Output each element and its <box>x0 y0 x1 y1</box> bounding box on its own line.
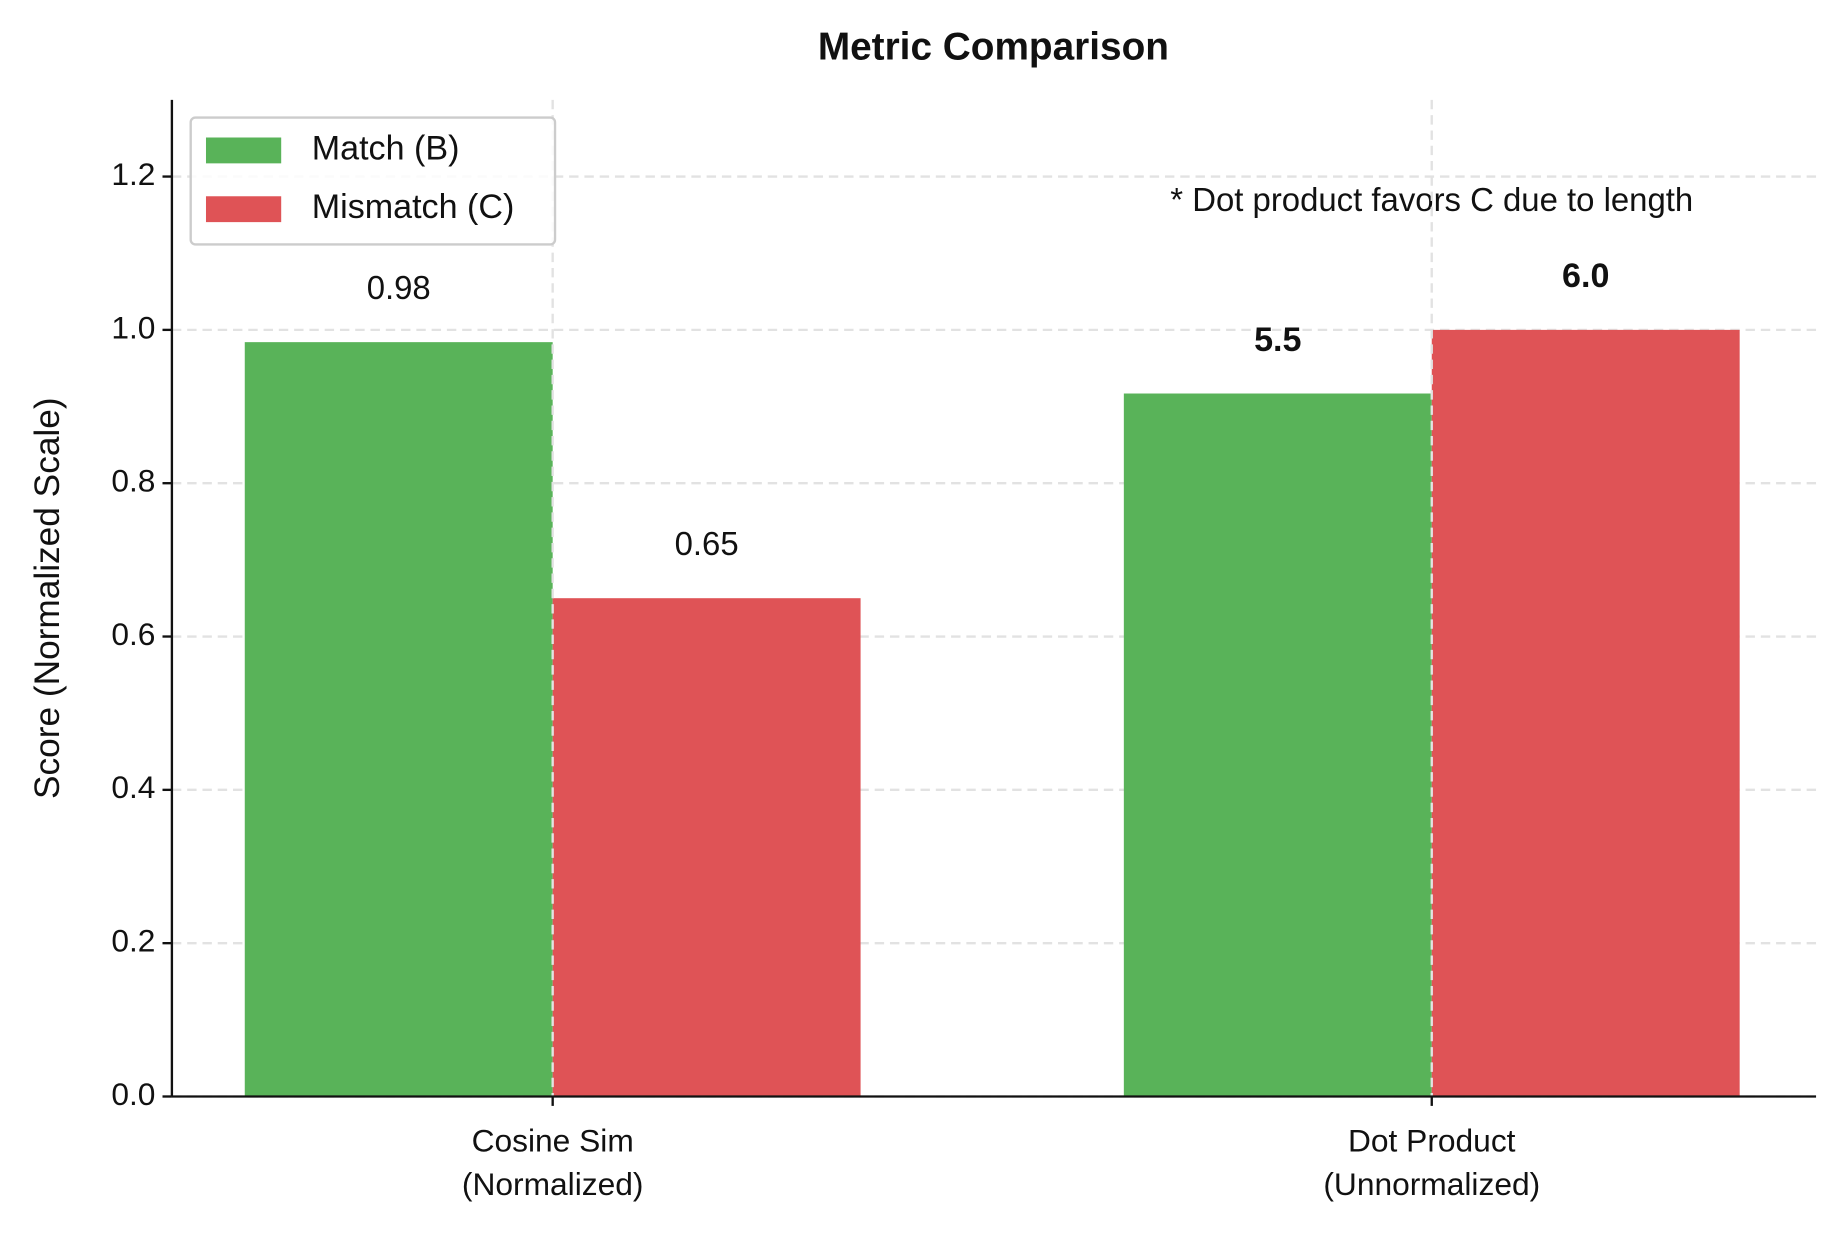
y-tick-label: 0.0 <box>111 1076 155 1112</box>
value-label: 5.5 <box>1254 321 1301 359</box>
legend-label: Match (B) <box>312 129 460 167</box>
y-tick-label: 1.2 <box>111 156 155 192</box>
bar <box>1431 329 1740 1097</box>
x-tick-label-line: Dot Product <box>1348 1123 1516 1159</box>
y-axis-label: Score (Normalized Scale) <box>28 397 67 799</box>
legend-swatch <box>205 196 282 223</box>
y-tick-label: 0.6 <box>111 616 155 652</box>
legend-label: Mismatch (C) <box>312 188 515 226</box>
x-tick-label-line: Cosine Sim <box>472 1123 634 1159</box>
y-tick-label: 0.2 <box>111 923 155 959</box>
x-tick-label: Cosine Sim (Normalized) <box>462 1123 644 1202</box>
value-label: 6.0 <box>1562 257 1609 295</box>
y-tick-label: 1.0 <box>111 309 155 345</box>
y-tick-label: 0.8 <box>111 463 155 499</box>
chart-title: Metric Comparison <box>818 26 1169 69</box>
bar <box>552 598 861 1097</box>
legend-box <box>189 116 557 246</box>
legend-swatch <box>205 137 282 164</box>
x-tick-label: Dot Product (Unnormalized) <box>1323 1123 1540 1202</box>
bar <box>1123 393 1432 1097</box>
x-tick-label-line: (Unnormalized) <box>1323 1166 1540 1202</box>
bar <box>244 342 553 1097</box>
value-label: 0.65 <box>675 525 739 562</box>
value-label: 0.98 <box>367 269 431 306</box>
x-tick-label-line: (Normalized) <box>462 1166 644 1202</box>
y-tick-label: 0.4 <box>111 769 155 805</box>
